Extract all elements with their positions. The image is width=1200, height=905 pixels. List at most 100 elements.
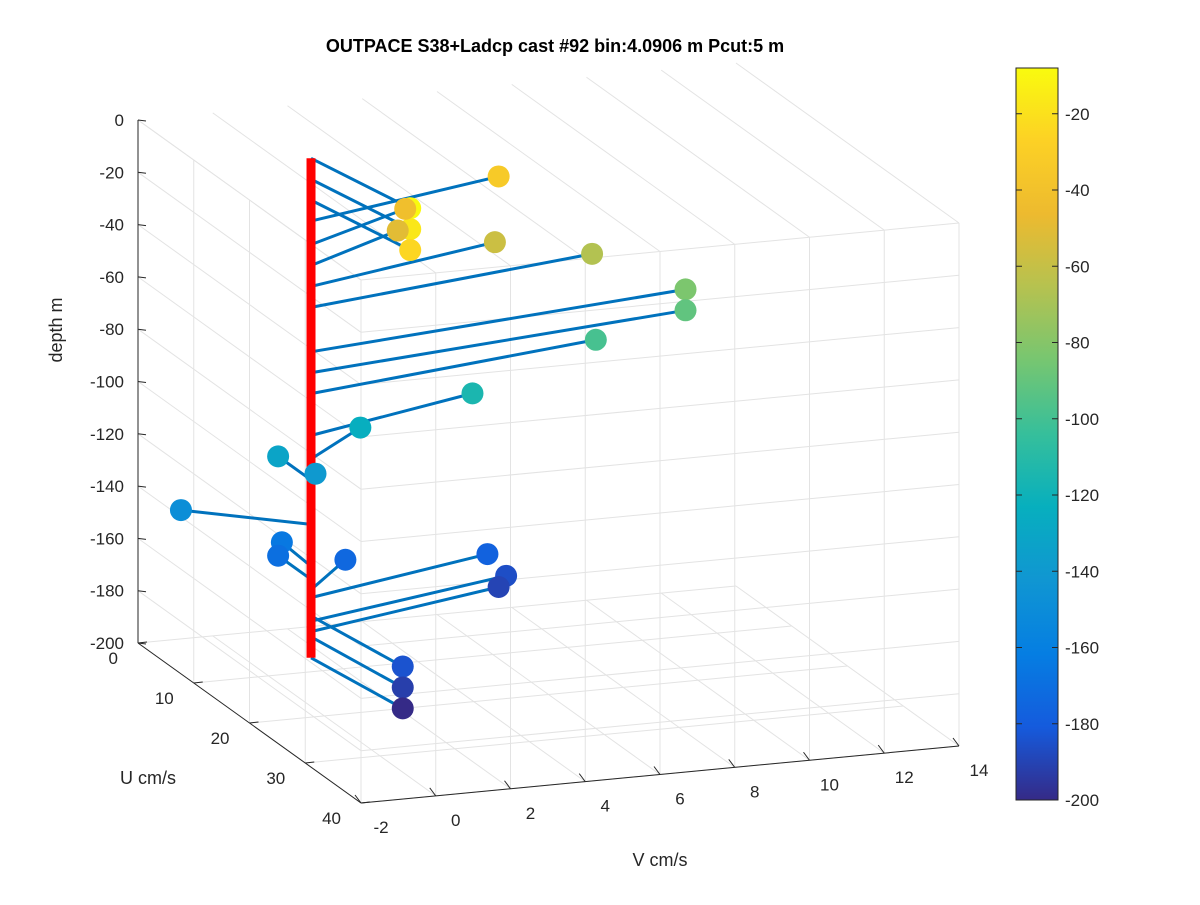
- data-point: [394, 197, 417, 220]
- y-tick: [354, 794, 362, 804]
- grid-line: [660, 69, 885, 231]
- profile-line: [310, 585, 499, 634]
- data-point: [581, 242, 604, 265]
- y-tick-label: 4: [601, 797, 610, 816]
- data-points: [169, 165, 697, 720]
- colorbar-tick-label: -60: [1065, 257, 1090, 276]
- z-tick-label: -140: [90, 477, 124, 496]
- grid-line: [360, 327, 960, 386]
- colorbar-tick-label: -120: [1065, 486, 1099, 505]
- data-point: [391, 697, 414, 720]
- grid-line: [193, 625, 792, 684]
- z-tick-label: -180: [90, 582, 124, 601]
- y-tick: [578, 773, 586, 782]
- z-tick: [137, 433, 147, 436]
- data-point: [674, 299, 697, 322]
- z-tick-label: -120: [90, 425, 124, 444]
- x-tick-label: 40: [322, 809, 341, 828]
- profile-line: [180, 508, 312, 526]
- grid-line: [735, 62, 960, 224]
- grid-line: [360, 222, 960, 281]
- profile-line: [310, 656, 404, 710]
- profile-line: [310, 308, 686, 375]
- z-tick: [137, 224, 147, 227]
- data-point: [391, 676, 414, 699]
- x-tick-label: 20: [211, 729, 230, 748]
- z-tick-label: -200: [90, 634, 124, 653]
- data-point: [461, 382, 484, 405]
- colorbar-tick-label: -40: [1065, 181, 1090, 200]
- profile-line: [310, 391, 473, 437]
- z-tick-label: -160: [90, 529, 124, 548]
- axes-frame: [137, 119, 960, 804]
- grid-line: [137, 433, 362, 595]
- grid-line: [360, 588, 960, 647]
- grid-line: [511, 83, 736, 245]
- x-tick: [137, 641, 148, 644]
- z-tick: [137, 485, 147, 488]
- grid: [137, 62, 960, 804]
- z-tick: [137, 171, 147, 174]
- grid-line: [287, 105, 511, 267]
- grid-line: [137, 224, 362, 386]
- colorbar: -20 -40 -60 -80 -100 -120 -140 -160 -180 -200: [1015, 67, 1099, 810]
- x-tick: [305, 761, 315, 764]
- colorbar-tick-label: -160: [1065, 639, 1099, 658]
- y-tick: [803, 751, 810, 761]
- y-tick-label: 10: [820, 775, 839, 794]
- z-tick-label: -80: [99, 320, 124, 339]
- data-point: [674, 278, 697, 301]
- profile-line: [310, 574, 507, 623]
- y-tick-label: 14: [970, 761, 989, 780]
- grid-line: [137, 381, 362, 542]
- z-tick: [137, 590, 147, 593]
- profile-line: [310, 287, 686, 354]
- grid-line: [361, 98, 586, 260]
- z-tick-label: -40: [99, 216, 124, 235]
- z-tick: [137, 537, 147, 540]
- profile-line: [310, 207, 406, 247]
- grid-line: [360, 431, 960, 490]
- y-tick: [504, 780, 511, 790]
- data-point: [267, 544, 290, 567]
- grid-line: [137, 585, 737, 644]
- x-tick: [360, 801, 371, 804]
- z-tick-label: 0: [115, 111, 124, 130]
- data-point: [334, 548, 357, 571]
- y-tick-label: 0: [451, 811, 460, 830]
- x-tick: [249, 721, 259, 724]
- grid-line: [137, 119, 362, 281]
- x-tick-label: 0: [109, 649, 118, 668]
- y-tick: [877, 744, 885, 754]
- colorbar-tick-label: -200: [1065, 791, 1099, 810]
- grid-line: [360, 640, 960, 699]
- data-point: [349, 416, 372, 439]
- data-point: [584, 328, 607, 351]
- profile-line: [310, 338, 597, 396]
- y-tick-label: 8: [750, 782, 759, 801]
- data-point: [169, 499, 192, 522]
- data-point: [483, 231, 506, 254]
- data-point: [487, 165, 510, 188]
- profile-line: [310, 252, 593, 309]
- z-tick: [137, 328, 147, 331]
- y-tick: [429, 787, 437, 797]
- colorbar-tick-label: -20: [1065, 105, 1090, 124]
- z-tick: [137, 276, 147, 279]
- chart-title: OUTPACE S38+Ladcp cast #92 bin:4.0906 m …: [326, 36, 784, 56]
- colorbar-tick-label: -180: [1065, 715, 1099, 734]
- grid-line: [305, 705, 904, 764]
- profile-line: [310, 240, 496, 288]
- y-tick: [728, 759, 736, 768]
- grid-line: [436, 91, 661, 252]
- data-lines: [180, 156, 686, 710]
- colorbar-tick-label: -80: [1065, 334, 1090, 353]
- grid-line: [137, 276, 362, 438]
- z-tick-label: -20: [99, 163, 124, 182]
- data-point: [487, 576, 510, 599]
- y-tick: [653, 766, 661, 775]
- grid-line: [137, 537, 362, 699]
- grid-line: [137, 590, 362, 752]
